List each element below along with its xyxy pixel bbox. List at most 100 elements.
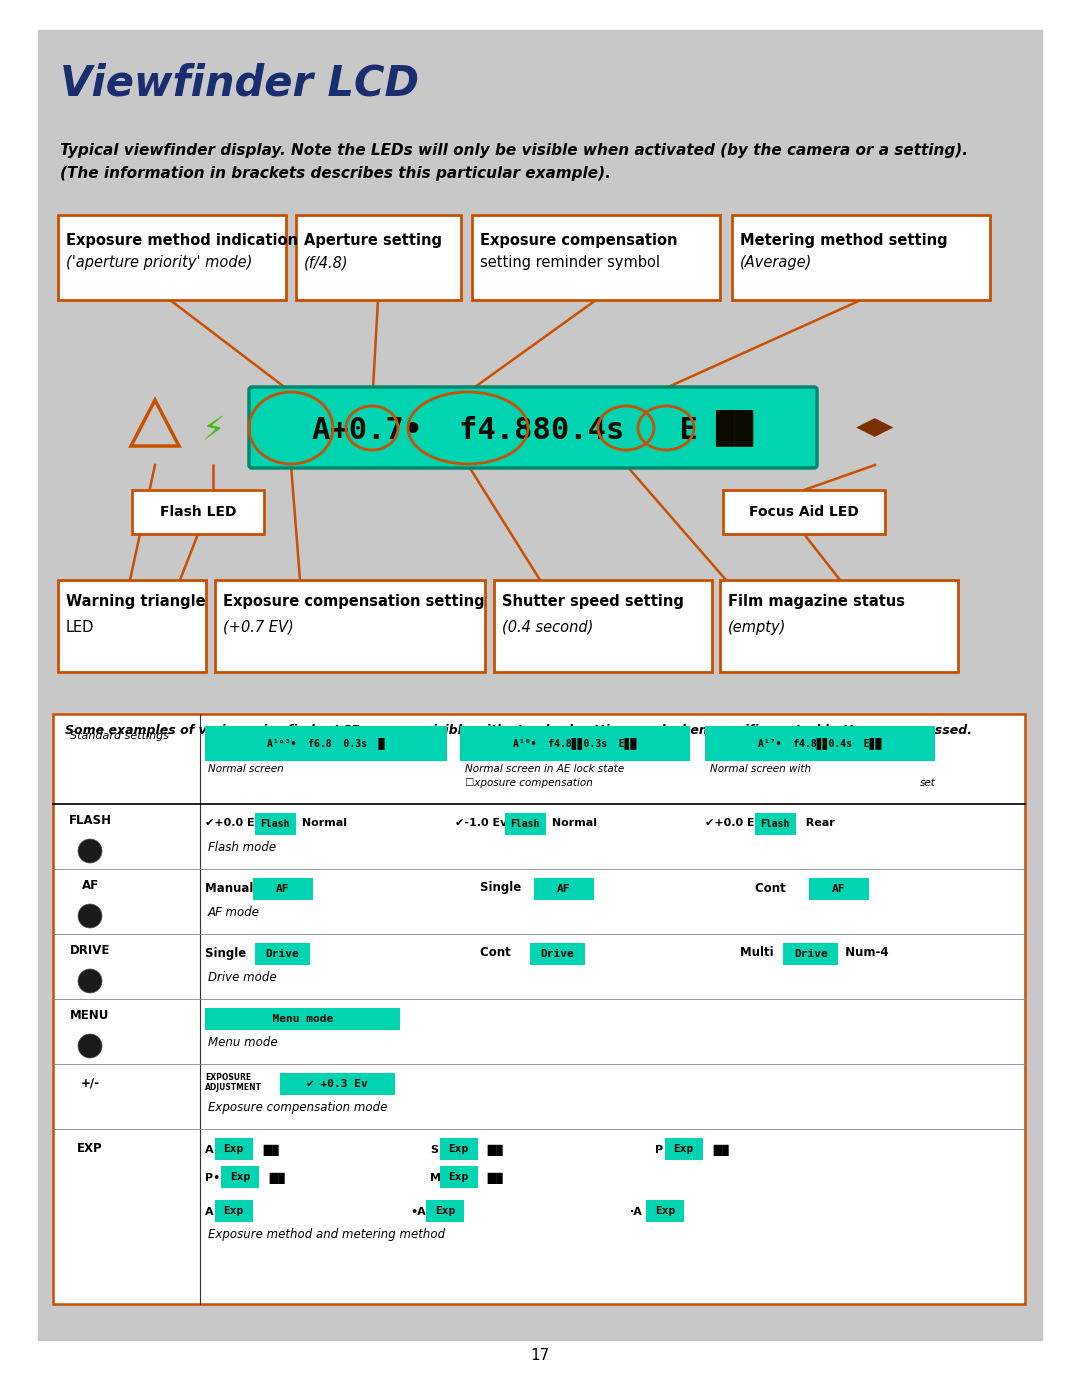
Bar: [720, 579, 958, 671]
Text: Drive: Drive: [540, 949, 573, 958]
Bar: [426, 1199, 464, 1222]
Text: (The information in brackets describes this particular example).: (The information in brackets describes t…: [60, 166, 611, 181]
Text: Exp: Exp: [224, 1144, 244, 1153]
Text: ('aperture priority' mode): ('aperture priority' mode): [66, 255, 253, 270]
Bar: [215, 579, 485, 671]
Text: █▊: █▊: [262, 1173, 287, 1184]
Text: █▊: █▊: [256, 1145, 280, 1156]
Bar: [255, 814, 296, 834]
Bar: [280, 1073, 395, 1095]
Text: A: A: [205, 1206, 214, 1217]
Text: ✔+0.0 Ev: ✔+0.0 Ev: [705, 818, 766, 827]
Bar: [732, 215, 990, 299]
Text: Typical viewfinder display. Note the LEDs will only be visible when activated (b: Typical viewfinder display. Note the LED…: [60, 143, 968, 157]
Bar: [440, 1166, 477, 1188]
Text: Metering method setting: Metering method setting: [740, 233, 947, 248]
Text: Multi: Multi: [740, 946, 782, 960]
Text: Single: Single: [205, 946, 255, 960]
Circle shape: [78, 839, 102, 864]
Bar: [723, 490, 885, 534]
Bar: [664, 1138, 702, 1160]
Text: A+0.7•  f4.880.4s   E ██: A+0.7• f4.880.4s E ██: [312, 410, 754, 446]
Text: Normal: Normal: [549, 818, 605, 827]
Text: AF: AF: [81, 879, 98, 892]
Text: Menu mode: Menu mode: [231, 1014, 374, 1024]
Text: EXPOSURE
ADJUSTMENT: EXPOSURE ADJUSTMENT: [205, 1073, 262, 1092]
Text: M: M: [430, 1173, 441, 1183]
Text: Cont: Cont: [480, 946, 527, 960]
Text: Drive: Drive: [266, 949, 299, 958]
Text: Exp: Exp: [673, 1144, 693, 1153]
Circle shape: [78, 970, 102, 993]
Text: Exp: Exp: [448, 1144, 469, 1153]
Text: (+0.7 EV): (+0.7 EV): [222, 620, 294, 635]
Text: EXP: EXP: [77, 1141, 103, 1155]
Bar: [132, 490, 264, 534]
Bar: [215, 1199, 253, 1222]
Text: ✔ +0.3 Ev: ✔ +0.3 Ev: [307, 1080, 368, 1089]
Text: Exposure compensation: Exposure compensation: [480, 233, 677, 248]
Text: Shutter speed setting: Shutter speed setting: [502, 593, 684, 609]
Text: Viewfinder LCD: Viewfinder LCD: [60, 63, 419, 104]
Text: Normal screen: Normal screen: [208, 763, 284, 775]
Text: Drive: Drive: [794, 949, 827, 958]
Text: Exp: Exp: [230, 1172, 251, 1183]
Bar: [755, 814, 796, 834]
Bar: [253, 878, 313, 900]
Text: █▊: █▊: [705, 1145, 730, 1156]
Text: ◀▶: ◀▶: [855, 415, 894, 439]
Text: Exp: Exp: [654, 1206, 675, 1216]
Circle shape: [78, 904, 102, 928]
Text: (0.4 second): (0.4 second): [502, 620, 593, 635]
Text: Some examples of various viewfinder LCD screens visible with standard settings a: Some examples of various viewfinder LCD …: [65, 724, 972, 737]
Bar: [504, 814, 545, 834]
Text: █▊: █▊: [481, 1145, 505, 1156]
Text: Menu mode: Menu mode: [208, 1036, 278, 1049]
Bar: [534, 878, 594, 900]
Text: Standard settings: Standard settings: [70, 731, 168, 741]
Text: Exp: Exp: [435, 1206, 455, 1216]
Text: A: A: [205, 1145, 214, 1155]
Text: Exposure method indication: Exposure method indication: [66, 233, 298, 248]
Bar: [221, 1166, 259, 1188]
Text: Flash mode: Flash mode: [208, 841, 276, 854]
Text: Exposure compensation setting: Exposure compensation setting: [222, 593, 485, 609]
FancyBboxPatch shape: [249, 387, 816, 468]
Bar: [705, 726, 935, 761]
Text: AF mode: AF mode: [208, 905, 260, 919]
Text: A¹°³•  f6.8  0.3s  █: A¹°³• f6.8 0.3s █: [267, 737, 384, 749]
Bar: [58, 579, 206, 671]
Text: Cont: Cont: [755, 882, 807, 894]
Bar: [494, 579, 712, 671]
Text: A¹⁰•  f4.8▊▊0.3s  E▊█: A¹⁰• f4.8▊▊0.3s E▊█: [513, 737, 637, 749]
Text: █▊: █▊: [481, 1173, 505, 1184]
Text: Flash: Flash: [511, 819, 540, 829]
Text: Drive mode: Drive mode: [208, 971, 276, 983]
Bar: [472, 215, 720, 299]
Text: Exposure compensation mode: Exposure compensation mode: [208, 1100, 388, 1114]
Bar: [255, 943, 310, 965]
Text: ☐xposure compensation: ☐xposure compensation: [465, 779, 593, 788]
Text: MENU: MENU: [70, 1009, 110, 1022]
Bar: [58, 215, 286, 299]
Text: A¹⁷•  f4.8▊▊0.4s  E▊█: A¹⁷• f4.8▊▊0.4s E▊█: [758, 737, 881, 749]
Bar: [205, 1009, 400, 1029]
Text: AF: AF: [557, 885, 570, 894]
Text: LED: LED: [66, 620, 94, 635]
Text: ⚡: ⚡: [201, 414, 225, 447]
Bar: [783, 943, 838, 965]
Text: DRIVE: DRIVE: [70, 944, 110, 957]
Text: (Average): (Average): [740, 255, 812, 270]
Text: Aperture setting: Aperture setting: [303, 233, 442, 248]
Bar: [529, 943, 584, 965]
Text: (f/4.8): (f/4.8): [303, 255, 349, 270]
Bar: [440, 1138, 477, 1160]
Bar: [205, 726, 447, 761]
Text: Normal: Normal: [298, 818, 355, 827]
Text: Flash: Flash: [260, 819, 289, 829]
Text: ·A: ·A: [630, 1206, 643, 1217]
Bar: [460, 726, 690, 761]
Text: Flash: Flash: [760, 819, 789, 829]
Text: S: S: [430, 1145, 438, 1155]
Text: Warning triangle: Warning triangle: [66, 593, 205, 609]
